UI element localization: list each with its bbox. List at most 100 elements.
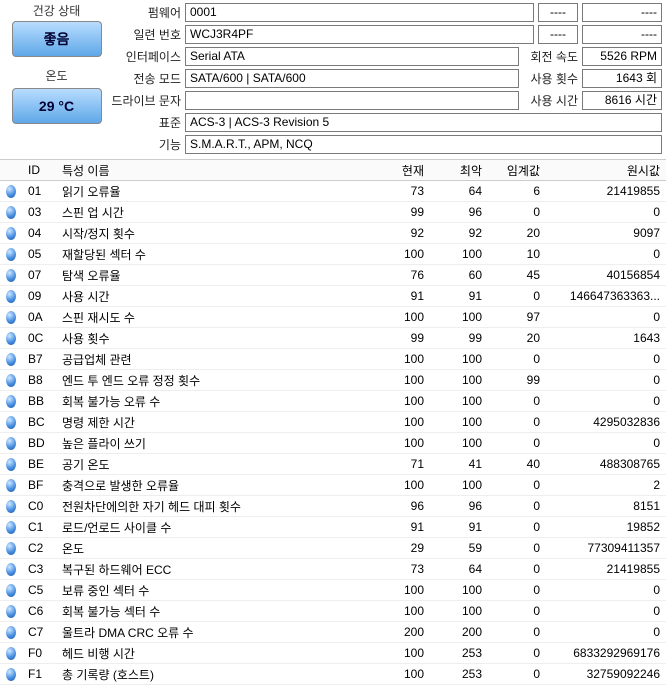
cell-cur: 100 [372, 394, 430, 408]
cell-thr: 0 [488, 205, 546, 219]
cell-id: 04 [22, 226, 56, 240]
features-field[interactable]: S.M.A.R.T., APM, NCQ [185, 135, 662, 154]
cell-name: 헤드 비행 시간 [56, 645, 372, 662]
cell-cur: 100 [372, 436, 430, 450]
table-row[interactable]: BF충격으로 발생한 오류율10010002 [0, 475, 666, 496]
cell-cur: 100 [372, 247, 430, 261]
table-row[interactable]: 0A스핀 재시도 수100100970 [0, 307, 666, 328]
cell-name: 높은 플라이 쓰기 [56, 435, 372, 452]
cell-worst: 100 [430, 373, 488, 387]
rpm-field[interactable]: 5526 RPM [582, 47, 662, 66]
standard-field[interactable]: ACS-3 | ACS-3 Revision 5 [185, 113, 662, 132]
serial-field[interactable]: WCJ3R4PF [185, 25, 534, 44]
cell-worst: 253 [430, 646, 488, 660]
cell-raw: 4295032836 [546, 415, 666, 429]
smart-table: ID 특성 이름 현재 최악 임계값 원시값 01읽기 오류율736462141… [0, 159, 666, 685]
table-row[interactable]: C0전원차단에의한 자기 헤드 대피 횟수969608151 [0, 496, 666, 517]
table-row[interactable]: 04시작/정지 횟수9292209097 [0, 223, 666, 244]
table-row[interactable]: F0헤드 비행 시간10025306833292969176 [0, 643, 666, 664]
table-row[interactable]: C1로드/언로드 사이클 수9191019852 [0, 517, 666, 538]
table-row[interactable]: 01읽기 오류율7364621419855 [0, 181, 666, 202]
col-cur[interactable]: 현재 [372, 162, 430, 179]
cell-thr: 0 [488, 289, 546, 303]
cell-id: C2 [22, 541, 56, 555]
cell-cur: 73 [372, 562, 430, 576]
firmware-label: 펌웨어 [109, 4, 181, 21]
interface-field[interactable]: Serial ATA [185, 47, 519, 66]
cell-thr: 0 [488, 394, 546, 408]
table-row[interactable]: C2온도2959077309411357 [0, 538, 666, 559]
table-row[interactable]: 0C사용 횟수9999201643 [0, 328, 666, 349]
cell-worst: 64 [430, 562, 488, 576]
cell-worst: 100 [430, 394, 488, 408]
poweron-field[interactable]: 1643 회 [582, 69, 662, 88]
hours-field[interactable]: 8616 시간 [582, 91, 662, 110]
cell-cur: 91 [372, 520, 430, 534]
cell-id: BD [22, 436, 56, 450]
cell-thr: 0 [488, 520, 546, 534]
cell-name: 총 기록량 (호스트) [56, 666, 372, 683]
col-id[interactable]: ID [22, 163, 56, 177]
cell-raw: 0 [546, 436, 666, 450]
col-name[interactable]: 특성 이름 [56, 162, 372, 179]
cell-thr: 0 [488, 625, 546, 639]
temp-badge[interactable]: 29 °C [12, 88, 102, 124]
cell-worst: 91 [430, 520, 488, 534]
cell-raw: 21419855 [546, 562, 666, 576]
cell-thr: 0 [488, 562, 546, 576]
cell-name: 울트라 DMA CRC 오류 수 [56, 624, 372, 641]
table-row[interactable]: C6회복 불가능 섹터 수10010000 [0, 601, 666, 622]
table-row[interactable]: B7공급업체 관련10010000 [0, 349, 666, 370]
table-row[interactable]: C7울트라 DMA CRC 오류 수20020000 [0, 622, 666, 643]
table-row[interactable]: 07탐색 오류율76604540156854 [0, 265, 666, 286]
cell-worst: 100 [430, 478, 488, 492]
cell-id: C6 [22, 604, 56, 618]
table-row[interactable]: C5보류 중인 섹터 수10010000 [0, 580, 666, 601]
cell-thr: 0 [488, 415, 546, 429]
cell-raw: 2 [546, 478, 666, 492]
cell-id: C7 [22, 625, 56, 639]
cell-id: BB [22, 394, 56, 408]
status-orb-icon [6, 542, 16, 555]
cell-name: 사용 시간 [56, 288, 372, 305]
cell-thr: 0 [488, 583, 546, 597]
cell-cur: 200 [372, 625, 430, 639]
cell-worst: 100 [430, 310, 488, 324]
cell-id: 01 [22, 184, 56, 198]
col-worst[interactable]: 최악 [430, 162, 488, 179]
cell-thr: 20 [488, 226, 546, 240]
firmware-field[interactable]: 0001 [185, 3, 534, 22]
col-raw[interactable]: 원시값 [546, 162, 666, 179]
status-orb-icon [6, 290, 16, 303]
cell-id: 05 [22, 247, 56, 261]
cell-id: BF [22, 478, 56, 492]
table-row[interactable]: BE공기 온도714140488308765 [0, 454, 666, 475]
cell-cur: 71 [372, 457, 430, 471]
table-row[interactable]: C3복구된 하드웨어 ECC7364021419855 [0, 559, 666, 580]
table-row[interactable]: 03스핀 업 시간999600 [0, 202, 666, 223]
health-label: 건강 상태 [33, 2, 81, 19]
status-orb-icon [6, 584, 16, 597]
table-row[interactable]: BD높은 플라이 쓰기10010000 [0, 433, 666, 454]
table-row[interactable]: 05재할당된 섹터 수100100100 [0, 244, 666, 265]
table-header[interactable]: ID 특성 이름 현재 최악 임계값 원시값 [0, 160, 666, 181]
table-row[interactable]: BB회복 불가능 오류 수10010000 [0, 391, 666, 412]
table-row[interactable]: BC명령 제한 시간10010004295032836 [0, 412, 666, 433]
cell-cur: 100 [372, 352, 430, 366]
health-badge[interactable]: 좋음 [12, 21, 102, 57]
drive-field[interactable] [185, 91, 519, 110]
cell-cur: 76 [372, 268, 430, 282]
table-row[interactable]: F1총 기록량 (호스트)100253032759092246 [0, 664, 666, 685]
cell-name: 온도 [56, 540, 372, 557]
transfer-field[interactable]: SATA/600 | SATA/600 [185, 69, 519, 88]
table-row[interactable]: B8엔드 투 엔드 오류 정정 횟수100100990 [0, 370, 666, 391]
cell-raw: 0 [546, 604, 666, 618]
table-row[interactable]: 09사용 시간91910146647363363... [0, 286, 666, 307]
cell-raw: 0 [546, 394, 666, 408]
cell-thr: 99 [488, 373, 546, 387]
status-orb-icon [6, 206, 16, 219]
col-thr[interactable]: 임계값 [488, 162, 546, 179]
cell-thr: 6 [488, 184, 546, 198]
cell-worst: 100 [430, 415, 488, 429]
cell-id: BE [22, 457, 56, 471]
